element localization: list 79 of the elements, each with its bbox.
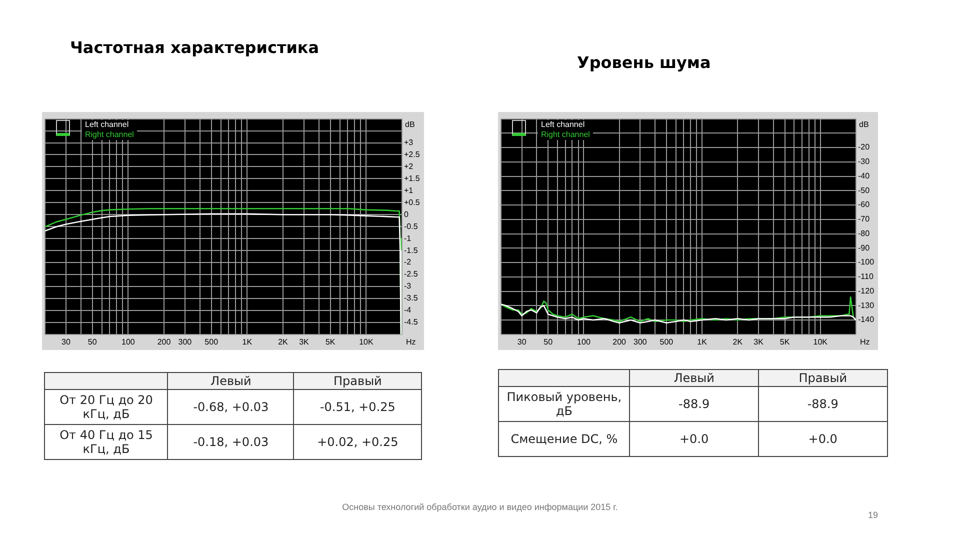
x-tick-label: 200 xyxy=(157,337,172,346)
y-tick-label: +0.5 xyxy=(404,198,420,207)
text: -0.68, +0.03 xyxy=(168,390,294,424)
text: -0.18, +0.03 xyxy=(168,424,294,460)
x-axis-title: Hz xyxy=(860,338,870,347)
x-tick-label: 30 xyxy=(517,337,527,346)
x-tick-label: 3K xyxy=(299,337,310,346)
text: +0.02, +0.25 xyxy=(294,424,422,460)
x-tick-label: 100 xyxy=(122,337,136,346)
y-tick-label: -2.5 xyxy=(404,270,418,279)
x-tick-label: 50 xyxy=(544,337,554,346)
text: -0.51, +0.25 xyxy=(294,390,422,424)
y-tick-label: -4 xyxy=(404,306,412,315)
x-tick-label: 2K xyxy=(732,337,744,346)
chart-title: Частотная характеристика xyxy=(70,38,320,57)
text: Правый xyxy=(758,370,888,386)
text: Left channel xyxy=(85,120,130,130)
x-tick-label: 500 xyxy=(660,337,674,346)
y-tick-label: -110 xyxy=(858,272,874,282)
x-tick-label: 30 xyxy=(62,337,71,346)
y-tick-label: -1.5 xyxy=(404,246,418,255)
y-tick-label: -50 xyxy=(858,186,870,195)
y-tick-label: -70 xyxy=(858,214,870,224)
y-tick-label: -90 xyxy=(858,243,870,252)
y-tick-label: +1.5 xyxy=(404,174,420,183)
y-tick-label: -3 xyxy=(404,282,412,291)
text: Left channel xyxy=(541,120,586,130)
y-tick-label: -140 xyxy=(858,315,875,324)
text: Левый xyxy=(630,370,758,386)
text: Right channel xyxy=(541,130,590,140)
y-tick-label: -80 xyxy=(858,228,870,238)
text: +0.0 xyxy=(758,422,888,456)
y-tick-label: -100 xyxy=(858,258,875,267)
text: Right channel xyxy=(85,130,134,140)
x-tick-label: 5K xyxy=(780,337,790,346)
y-tick-label: -60 xyxy=(858,200,870,210)
text: Основы технологий обработки аудио и видео информации 2015 г. xyxy=(341,502,619,512)
text: Правый xyxy=(294,372,422,390)
x-tick-label: 1K xyxy=(242,337,253,346)
y-tick-label: 0 xyxy=(404,210,409,219)
y-tick-label: +1 xyxy=(404,186,414,195)
x-tick-label: 50 xyxy=(88,337,98,346)
x-tick-label: 5K xyxy=(325,337,336,346)
text: Смещение DC, % xyxy=(498,422,630,456)
y-axis-title: dB xyxy=(859,120,869,130)
y-tick-label: -30 xyxy=(858,157,870,166)
x-tick-label: 500 xyxy=(204,337,219,346)
x-tick-label: 300 xyxy=(178,337,192,346)
x-tick-label: 10K xyxy=(359,337,374,346)
x-tick-label: 100 xyxy=(577,337,591,346)
text: От 40 Гц до 15 кГц, дБ xyxy=(44,424,168,460)
text: 19 xyxy=(868,510,878,520)
y-tick-label: -0.5 xyxy=(404,222,418,231)
text: -88.9 xyxy=(758,386,888,422)
text: +0.0 xyxy=(630,422,758,456)
x-tick-label: 3K xyxy=(754,337,764,346)
y-axis-title: dB xyxy=(405,120,415,130)
x-tick-label: 2K xyxy=(278,337,289,346)
text: -88.9 xyxy=(630,386,758,422)
x-tick-label: 300 xyxy=(633,337,648,346)
x-axis-title: Hz xyxy=(406,338,416,347)
text: Пиковый уровень, дБ xyxy=(498,386,630,422)
y-tick-label: -20 xyxy=(858,142,870,152)
x-tick-label: 200 xyxy=(612,337,627,346)
chart-title: Уровень шума xyxy=(577,53,711,72)
y-tick-label: -4.5 xyxy=(404,318,418,327)
y-tick-label: -120 xyxy=(858,286,875,296)
y-tick-label: +2.5 xyxy=(404,150,420,159)
y-tick-label: +2 xyxy=(404,162,414,171)
x-tick-label: 1K xyxy=(697,337,708,346)
y-tick-label: -1 xyxy=(404,234,412,243)
y-tick-label: -2 xyxy=(404,258,412,267)
text: От 20 Гц до 20 кГц, дБ xyxy=(44,390,168,424)
y-tick-label: -3.5 xyxy=(404,294,418,303)
x-tick-label: 10K xyxy=(813,337,828,346)
y-tick-label: -40 xyxy=(858,171,870,180)
y-tick-label: +3 xyxy=(404,138,414,147)
text: Левый xyxy=(168,372,294,390)
y-tick-label: -130 xyxy=(858,300,875,310)
